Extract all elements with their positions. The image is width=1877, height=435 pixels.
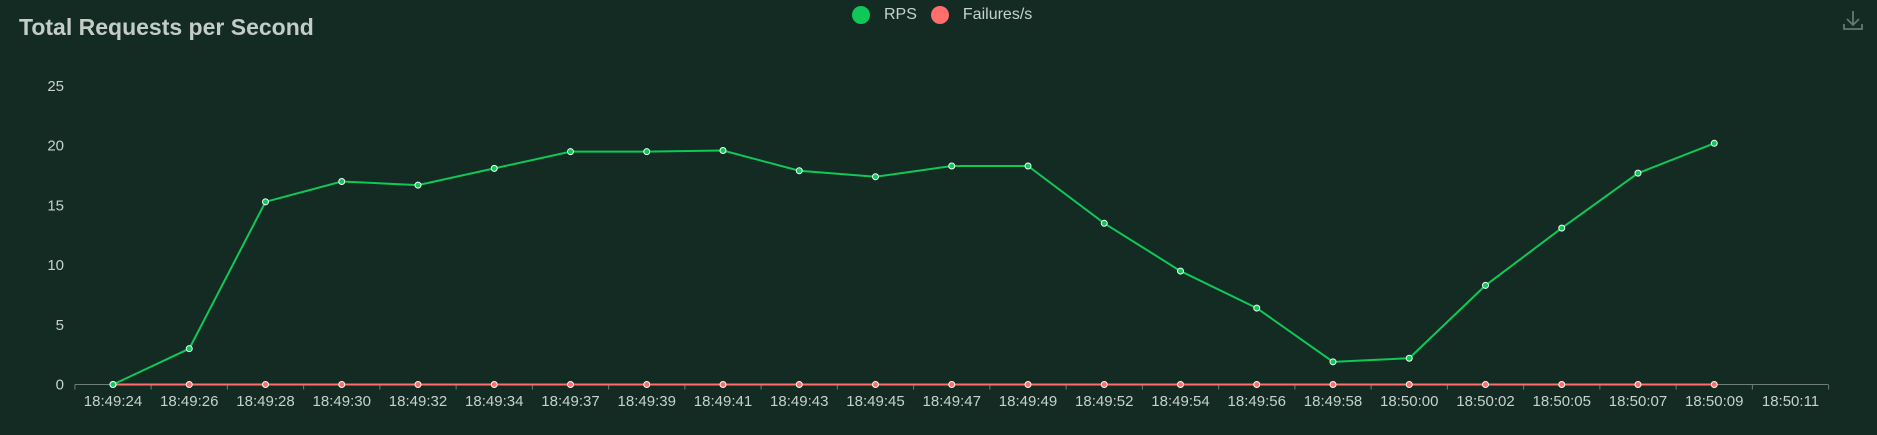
data-point-rps[interactable] <box>109 381 117 388</box>
legend-label-rps: RPS <box>884 6 917 23</box>
series-line-rps <box>112 142 1715 386</box>
x-tick-label: 18:50:02 <box>1456 393 1514 410</box>
x-tick-label: 18:49:34 <box>465 393 523 410</box>
y-tick-label: 10 <box>47 257 64 274</box>
data-point-rps[interactable] <box>719 146 727 154</box>
data-point-rps[interactable] <box>567 148 574 156</box>
y-tick-label: 0 <box>56 377 64 394</box>
x-tick-label: 18:49:24 <box>84 393 142 410</box>
data-point-failures[interactable] <box>1100 381 1108 388</box>
legend-item-rps[interactable]: RPS <box>852 6 917 24</box>
data-point-rps[interactable] <box>414 181 422 189</box>
x-tick-label: 18:50:00 <box>1380 393 1438 410</box>
download-icon <box>1843 11 1863 30</box>
y-tick-label: 20 <box>47 138 64 155</box>
data-point-rps[interactable] <box>1253 304 1261 312</box>
x-tick-label: 18:49:58 <box>1304 393 1362 410</box>
x-tick-label: 18:49:43 <box>770 393 828 410</box>
x-tick-label: 18:49:37 <box>541 393 599 410</box>
y-tick-label: 5 <box>56 317 64 334</box>
data-point-failures[interactable] <box>1024 381 1032 388</box>
data-point-rps[interactable] <box>185 345 193 353</box>
data-point-failures[interactable] <box>719 381 727 388</box>
data-point-failures[interactable] <box>1253 381 1261 388</box>
x-tick-label: 18:49:32 <box>389 393 447 410</box>
data-point-rps[interactable] <box>948 162 956 170</box>
data-point-failures[interactable] <box>1329 381 1337 388</box>
data-point-failures[interactable] <box>1177 381 1184 388</box>
data-point-rps[interactable] <box>262 198 269 206</box>
y-tick-label: 15 <box>47 197 64 214</box>
legend-marker-rps <box>852 6 870 24</box>
x-tick-label: 18:49:30 <box>313 393 371 410</box>
legend-marker-failures <box>930 6 949 24</box>
data-point-rps[interactable] <box>1405 354 1413 362</box>
data-point-rps[interactable] <box>338 178 346 186</box>
data-point-rps[interactable] <box>1177 267 1184 275</box>
y-tick-label: 25 <box>47 78 64 95</box>
series-layer <box>109 139 1718 388</box>
x-tick-label: 18:49:49 <box>999 393 1057 410</box>
data-point-rps[interactable] <box>1100 219 1108 227</box>
x-tick-label: 18:49:28 <box>236 393 294 410</box>
x-tick-label: 18:49:26 <box>160 393 218 410</box>
x-tick-label: 18:49:56 <box>1228 393 1286 410</box>
legend-label-failures: Failures/s <box>962 6 1033 23</box>
legend-item-failures[interactable]: Failures/s <box>930 6 1033 24</box>
data-point-failures[interactable] <box>948 381 956 388</box>
y-axis: 0 5 10 15 20 25 <box>47 78 64 394</box>
x-tick-label: 18:50:07 <box>1609 393 1667 410</box>
data-point-rps[interactable] <box>1710 139 1718 147</box>
x-tick-label: 18:49:54 <box>1151 393 1209 410</box>
data-point-rps[interactable] <box>795 167 803 175</box>
data-point-failures[interactable] <box>1710 381 1718 388</box>
x-axis: 18:49:24 18:49:26 18:49:28 18:49:30 18:49:32… <box>74 384 1830 410</box>
data-point-failures[interactable] <box>567 381 574 388</box>
x-tick-label: 18:50:09 <box>1685 393 1743 410</box>
data-point-rps[interactable] <box>490 164 498 172</box>
x-tick-label: 18:49:41 <box>694 393 752 410</box>
data-point-rps[interactable] <box>872 173 879 181</box>
data-point-rps[interactable] <box>1634 169 1642 177</box>
data-point-rps[interactable] <box>1024 162 1032 170</box>
data-point-rps[interactable] <box>1329 358 1337 366</box>
x-tick-label: 18:49:45 <box>846 393 904 410</box>
x-tick-label: 18:50:05 <box>1533 393 1591 410</box>
data-point-failures[interactable] <box>1482 381 1489 388</box>
data-point-failures[interactable] <box>414 381 422 388</box>
chart-legend: RPS Failures/s <box>852 6 1036 24</box>
data-point-failures[interactable] <box>1634 381 1642 388</box>
data-point-failures[interactable] <box>262 381 269 388</box>
data-point-rps[interactable] <box>1558 224 1566 232</box>
data-point-rps[interactable] <box>643 148 651 156</box>
download-button[interactable] <box>1841 8 1865 32</box>
data-point-failures[interactable] <box>872 381 879 388</box>
x-tick-label: 18:49:39 <box>618 393 676 410</box>
data-point-failures[interactable] <box>1405 381 1413 388</box>
x-tick-label: 18:49:47 <box>923 393 981 410</box>
data-point-rps[interactable] <box>1482 281 1489 289</box>
data-point-failures[interactable] <box>643 381 651 388</box>
data-point-failures[interactable] <box>490 381 498 388</box>
x-tick-label: 18:49:52 <box>1075 393 1133 410</box>
chart-title: Total Requests per Second <box>19 14 314 40</box>
data-point-failures[interactable] <box>185 381 193 388</box>
x-tick-label: 18:50:11 <box>1762 393 1819 410</box>
data-point-failures[interactable] <box>338 381 346 388</box>
data-point-failures[interactable] <box>1558 381 1566 388</box>
data-point-failures[interactable] <box>795 381 803 388</box>
